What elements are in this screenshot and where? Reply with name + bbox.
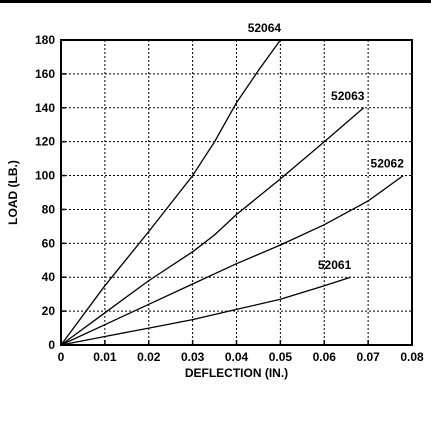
grid-lines — [61, 40, 412, 345]
y-axis-label: LOAD (LB.) — [6, 160, 20, 225]
y-tick-label: 40 — [42, 270, 56, 284]
series-line-52064 — [60, 39, 281, 346]
x-tick-label: 0.07 — [356, 350, 380, 364]
y-tick-label: 100 — [35, 169, 55, 183]
axis-ticks — [60, 39, 413, 346]
top-rule — [0, 0, 431, 3]
x-tick-label: 0.03 — [181, 350, 205, 364]
y-tick-label: 140 — [35, 101, 55, 115]
x-tick-label: 0.04 — [225, 350, 249, 364]
x-tick-labels: 0 0.01 0.02 0.03 0.04 0.05 0.06 0.07 0.08 — [58, 350, 424, 364]
x-axis-label: DEFLECTION (IN.) — [185, 366, 288, 380]
series-line-52062 — [60, 175, 404, 346]
x-tick-label: 0.01 — [93, 350, 117, 364]
x-tick-label: 0.06 — [313, 350, 337, 364]
y-tick-label: 20 — [42, 304, 56, 318]
series-line-52061 — [60, 276, 351, 346]
y-tick-label: 60 — [42, 236, 56, 250]
series-labels: 52064 52063 52062 52061 — [248, 21, 405, 272]
y-tick-label: 80 — [42, 202, 56, 216]
series-label-52064: 52064 — [248, 21, 282, 35]
y-tick-labels: 0 20 40 60 80 100 120 140 160 180 — [35, 33, 55, 352]
y-tick-label: 0 — [48, 338, 55, 352]
series-curves — [60, 39, 404, 346]
series-label-52063: 52063 — [331, 89, 365, 103]
series-line-52063 — [60, 107, 365, 346]
series-label-52061: 52061 — [318, 258, 352, 272]
y-tick-label: 160 — [35, 67, 55, 81]
series-label-52062: 52062 — [371, 157, 405, 171]
x-tick-label: 0.05 — [269, 350, 293, 364]
x-tick-label: 0 — [58, 350, 65, 364]
y-tick-label: 180 — [35, 33, 55, 47]
y-tick-label: 120 — [35, 135, 55, 149]
x-tick-label: 0.02 — [137, 350, 161, 364]
x-tick-label: 0.08 — [400, 350, 424, 364]
